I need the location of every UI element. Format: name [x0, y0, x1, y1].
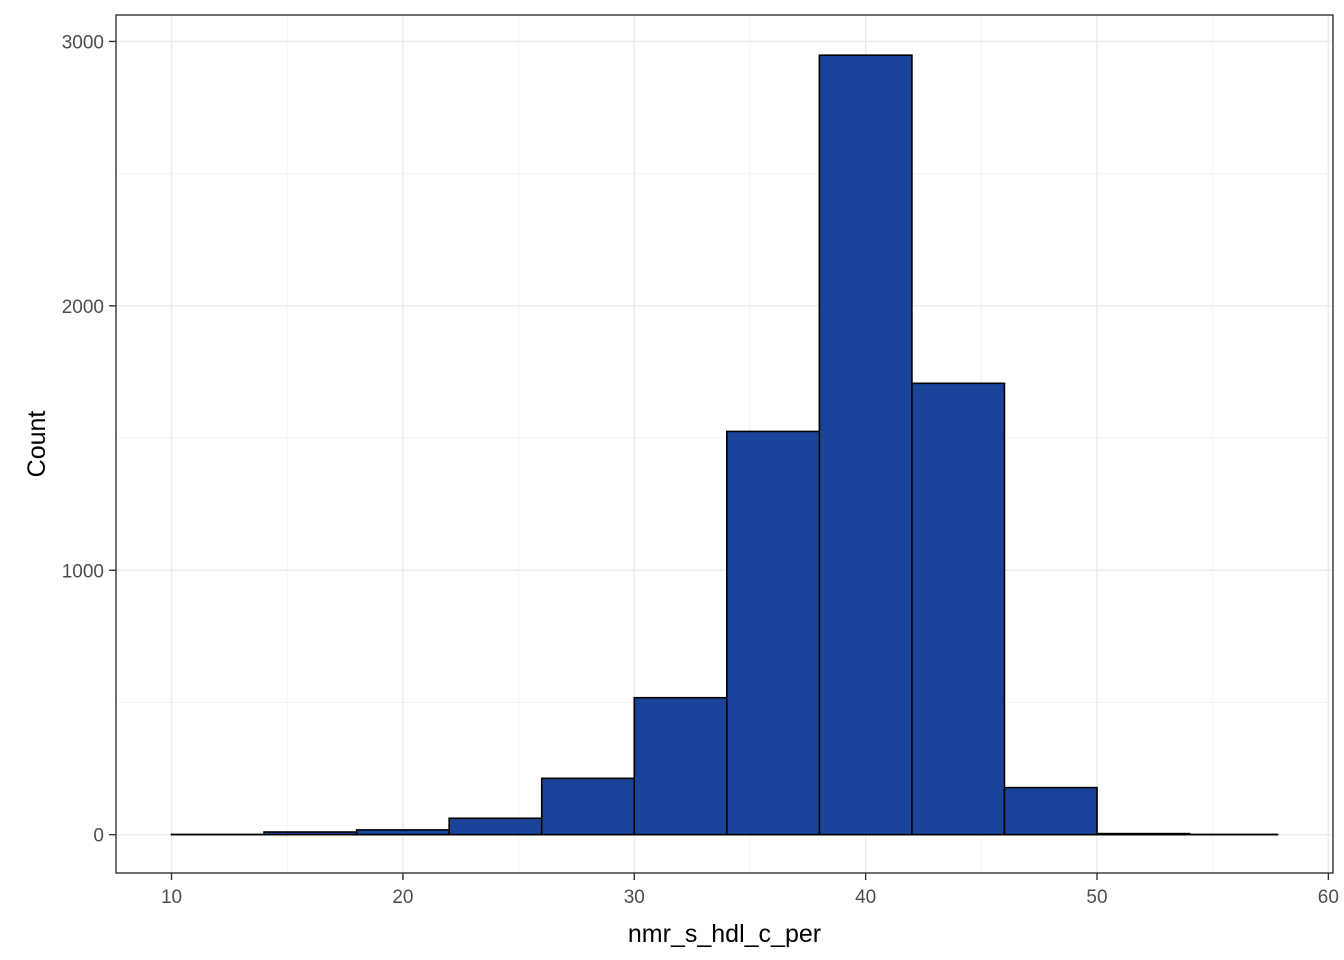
panel-border — [115, 14, 1334, 874]
histogram-bar — [540, 777, 636, 836]
x-tick-label: 60 — [1318, 887, 1339, 908]
x-tick-label: 30 — [624, 887, 645, 908]
x-tick-label: 50 — [1086, 887, 1107, 908]
y-tick-label: 0 — [93, 826, 104, 847]
x-tick-label: 10 — [161, 887, 182, 908]
x-axis: 10 20 30 40 50 60 — [161, 873, 1339, 908]
y-axis-title: Count — [23, 411, 51, 478]
histogram-bar — [1096, 832, 1191, 836]
y-tick-label: 1000 — [62, 561, 104, 582]
x-tick-label: 20 — [392, 887, 413, 908]
x-tick-label: 40 — [855, 887, 876, 908]
histogram-bar — [448, 817, 543, 836]
histogram-bar — [726, 430, 821, 836]
y-axis: 0 1000 2000 3000 — [62, 32, 116, 847]
histogram-bar — [355, 829, 450, 836]
y-tick-label: 3000 — [62, 32, 104, 53]
histogram-bar — [911, 382, 1006, 836]
x-axis-title: nmr_s_hdl_c_per — [628, 920, 821, 948]
histogram-bar — [1003, 786, 1098, 836]
histogram-bar — [818, 54, 913, 836]
y-tick-label: 2000 — [62, 297, 104, 318]
histogram-bar — [633, 696, 728, 836]
histogram-bar — [263, 831, 358, 836]
histogram-bars — [170, 54, 1279, 836]
